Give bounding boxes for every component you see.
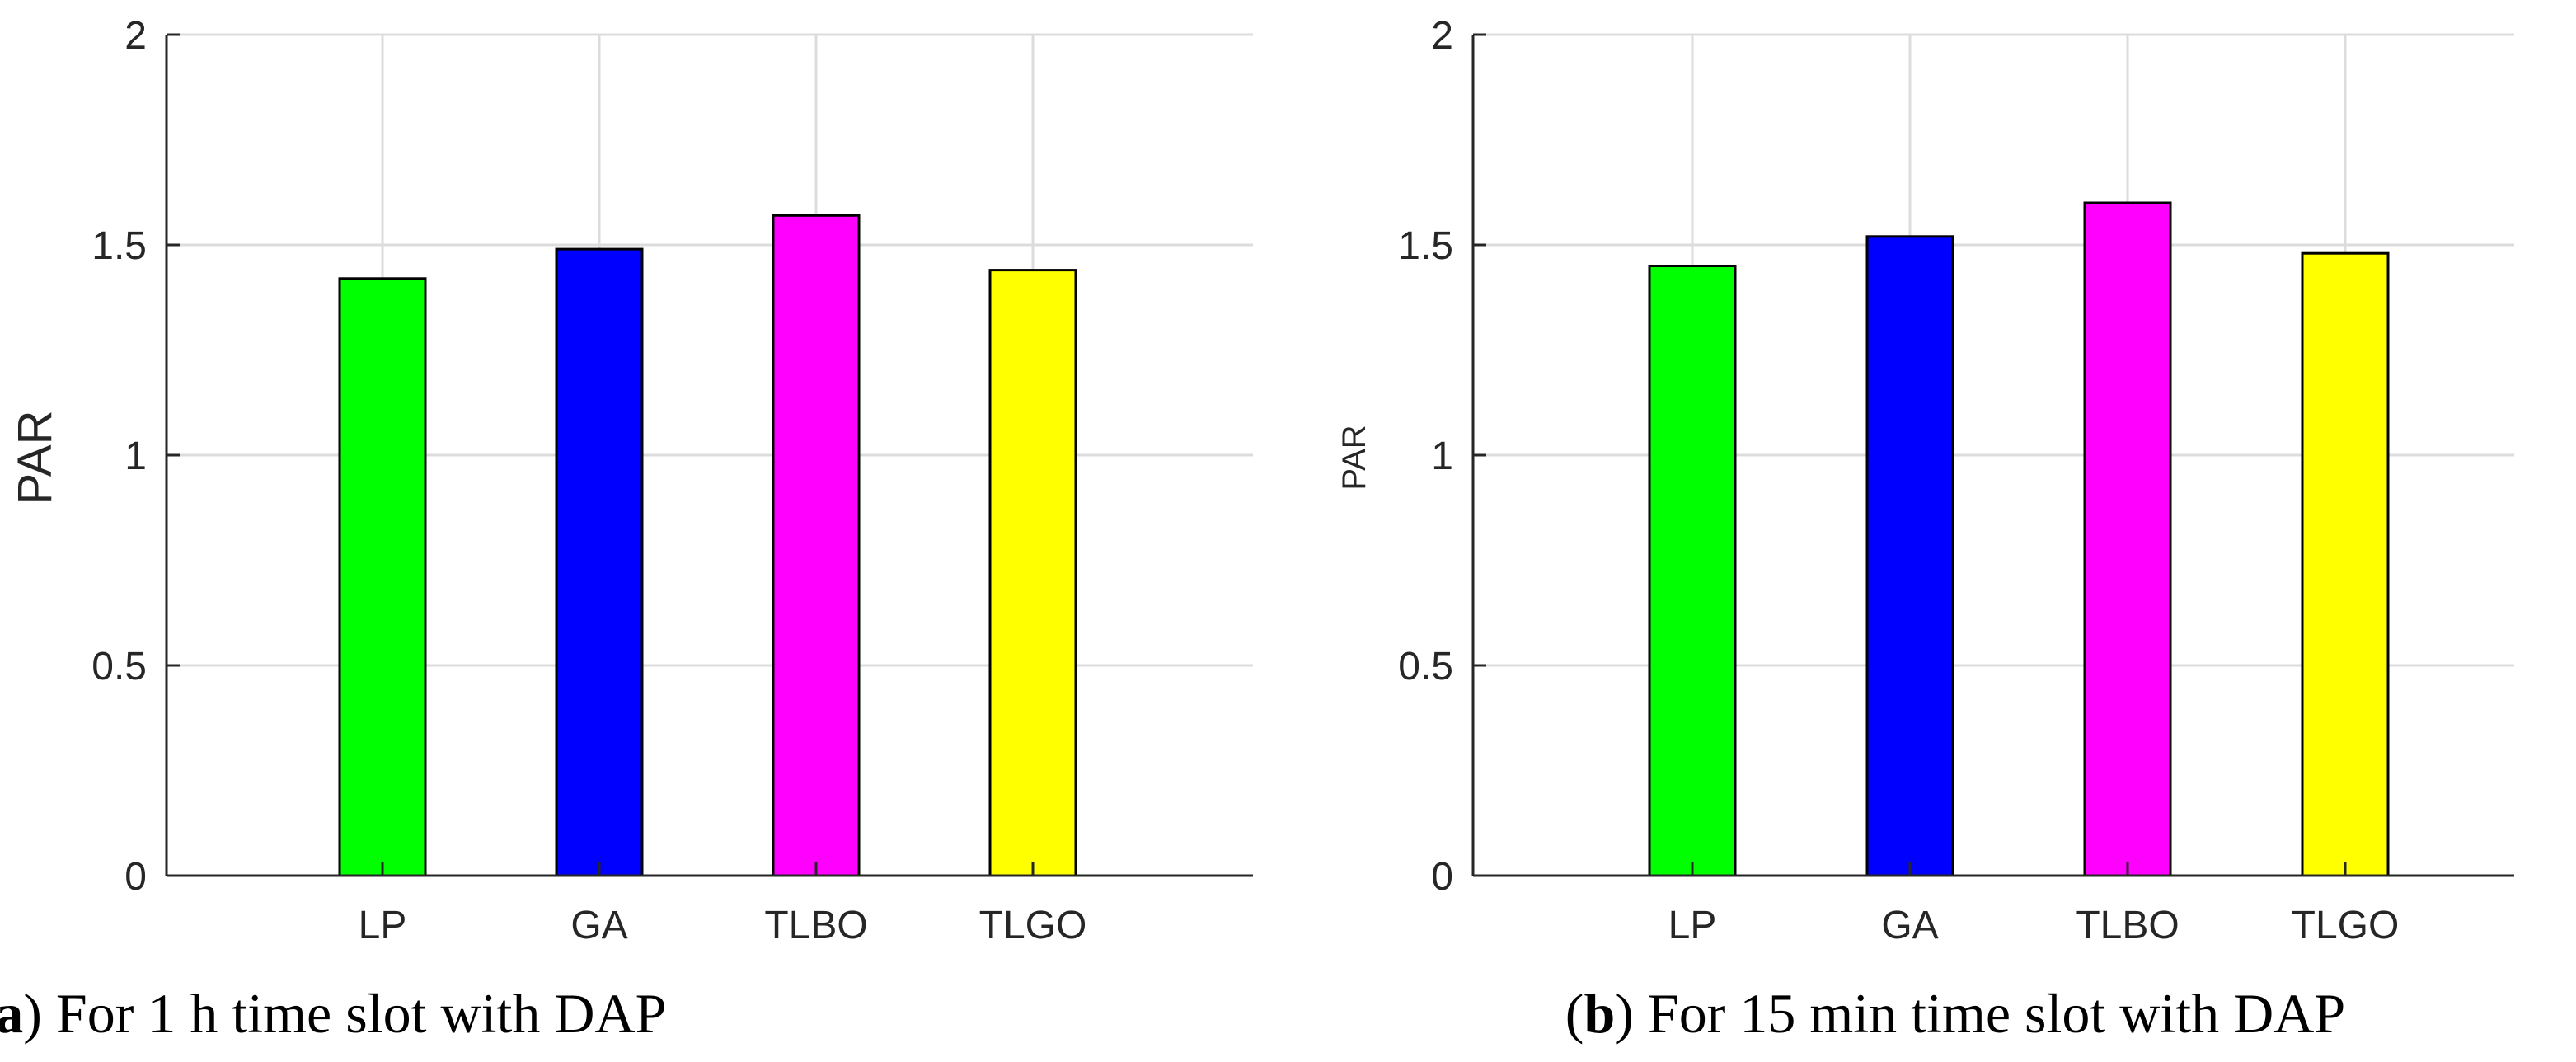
y-axis-label: PAR	[1336, 425, 1372, 490]
bar-ga	[1865, 235, 1954, 877]
bar-lp	[1648, 265, 1737, 877]
bar-lp	[338, 277, 427, 877]
y-tick-label: 0.5	[1398, 645, 1453, 688]
x-tick-label: GA	[1881, 904, 1938, 947]
panel-label: a	[0, 982, 23, 1045]
x-tick-label: TLGO	[979, 904, 1087, 947]
bar-ga	[555, 247, 644, 877]
bar-tlgo	[2301, 251, 2390, 877]
x-tick-label: LP	[359, 904, 407, 947]
panel-caption: (b) For 15 min time slot with DAP	[1565, 982, 2345, 1045]
y-axis-label: PAR	[8, 411, 62, 505]
y-tick-label: 0.5	[91, 645, 147, 688]
bar-tlgo	[988, 269, 1077, 877]
y-tick-label: 0	[124, 855, 147, 899]
y-tick-label: 1.5	[1398, 224, 1453, 268]
x-tick-label: LP	[1668, 904, 1717, 947]
bar-tlbo	[2083, 201, 2172, 877]
x-tick-label: TLBO	[764, 904, 867, 947]
y-tick-label: 1	[124, 435, 147, 478]
panel-label: b	[1584, 982, 1615, 1045]
y-tick-label: 1	[1431, 435, 1453, 478]
caption-text: For 1 h time slot with DAP	[56, 982, 667, 1045]
chart-panel-a: 0 0.5 1 1.5 2 LP GA TLBO TLGO PAR (a) For 1 h ti…	[0, 14, 1253, 1045]
chart-panel-b: 0 0.5 1 1.5 2 LP GA TLBO TLGO PAR (b) For 15 min…	[1336, 14, 2514, 1045]
caption-text: For 15 min time slot with DAP	[1648, 982, 2345, 1045]
y-tick-label: 2	[124, 14, 147, 58]
bar-tlbo	[772, 214, 861, 877]
x-tick-label: TLGO	[2292, 904, 2400, 947]
x-tick-label: TLBO	[2076, 904, 2179, 947]
y-tick-label: 2	[1431, 14, 1453, 58]
y-tick-label: 1.5	[91, 224, 147, 268]
y-tick-label: 0	[1431, 855, 1453, 899]
x-tick-label: GA	[570, 904, 627, 947]
panel-caption: (a) For 1 h time slot with DAP	[0, 982, 666, 1045]
